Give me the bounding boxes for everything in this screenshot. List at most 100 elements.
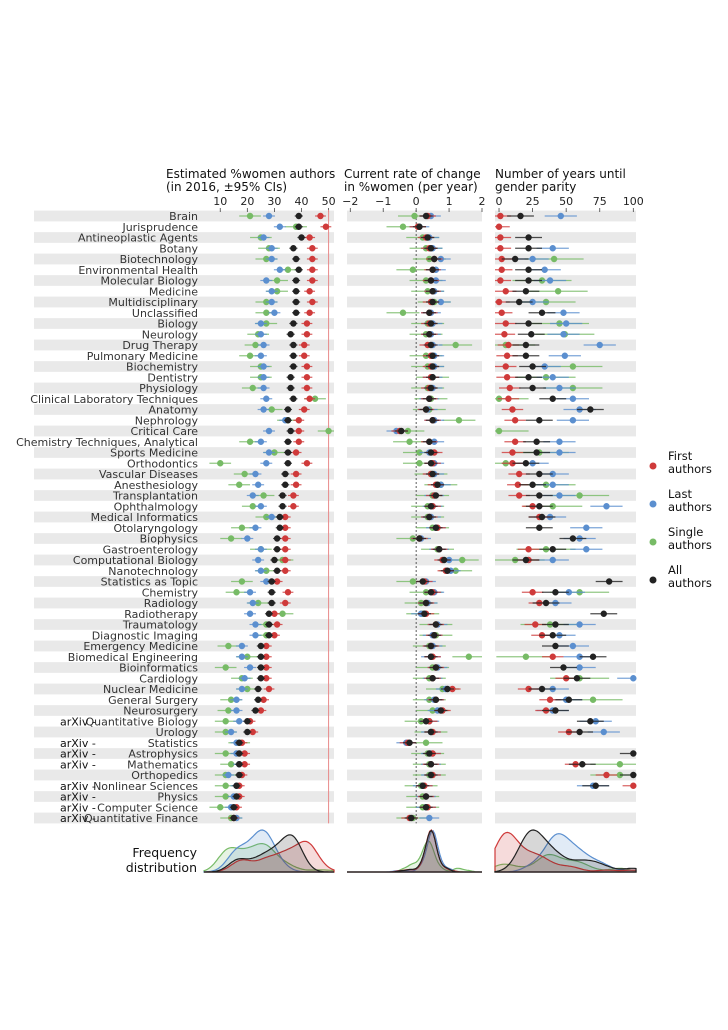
data-point [549,245,556,252]
data-point [497,277,504,284]
data-point [225,771,232,779]
data-point [511,417,519,424]
data-point [257,331,265,338]
data-point [536,470,543,478]
data-point [495,298,503,306]
data-point [260,696,267,703]
data-point [263,653,270,660]
data-point [429,352,436,359]
data-point [284,406,292,413]
row-band [34,619,334,630]
data-point [260,363,267,370]
row-label: Mathematics [127,758,198,771]
data-point [290,341,297,349]
data-point [437,707,445,714]
panel-title-line: gender parity [495,180,576,194]
data-point [292,298,300,306]
data-point [263,277,270,284]
row-label: General Surgery [108,694,198,707]
data-point [295,417,302,424]
row-band [34,791,334,802]
data-point [498,309,505,316]
row-label: Gastroenterology [103,543,199,556]
row-label: Biology [157,318,198,331]
row-label: Environmental Health [78,264,198,277]
data-point [222,782,229,789]
row-label: Anatomy [148,404,198,417]
data-point [427,653,435,660]
data-point [271,610,278,617]
row-label: Clinical Laboratory Techniques [30,393,198,406]
data-point [236,750,243,757]
data-point [426,395,433,402]
data-point [427,384,435,392]
data-point [429,288,436,295]
data-point [263,309,270,316]
data-point [241,675,248,682]
data-point [605,578,613,585]
data-point [263,675,270,682]
row-label: Statistics [148,737,199,750]
data-point [303,331,311,338]
tick-label: 0 [413,195,420,208]
data-point [301,406,308,413]
data-point [432,664,440,671]
data-point [282,470,289,478]
data-point [426,750,433,757]
row-label: Medical Informatics [91,511,199,524]
data-point [549,653,556,660]
data-point [260,406,267,413]
data-point [273,578,281,585]
row-band [34,447,334,458]
data-point [257,503,265,510]
data-point [325,427,332,435]
data-point [236,761,243,768]
data-point [514,481,522,488]
data-point [529,481,536,488]
data-point [284,589,292,596]
data-point [230,814,237,822]
data-point [227,535,235,542]
data-point [503,352,511,359]
data-point [536,524,543,531]
data-point [549,374,556,381]
row-label: Diagnostic Imaging [92,629,198,642]
data-point [298,234,305,241]
data-point [249,492,256,499]
data-point [495,427,503,435]
data-point [427,642,435,650]
row-prefix: arXiv - [60,737,96,750]
data-point [522,288,530,295]
data-point [529,363,536,370]
row-band [34,468,334,480]
legend-label: authors [668,462,712,476]
data-point [246,438,254,445]
data-point [282,556,289,564]
row-band [34,253,334,265]
data-point [252,341,259,349]
data-point [236,739,243,746]
row-band [34,597,334,609]
data-point [587,718,594,725]
row-label: Emergency Medicine [83,640,198,653]
data-point [552,707,559,714]
data-point [254,481,262,488]
legend-label: authors [668,538,712,552]
data-point [265,621,273,628]
panel-title-line: Estimated %women authors [166,167,335,181]
data-point [309,245,316,252]
row-band [34,425,334,437]
data-point [246,610,254,617]
tick-label: 20 [240,195,254,208]
data-point [230,804,237,811]
row-label: Orthopedics [131,769,198,782]
data-point [556,492,563,499]
data-point [550,255,558,263]
data-point [549,546,556,553]
row-label: Statistics as Topic [101,576,198,589]
data-point [254,556,262,564]
data-point [562,320,570,327]
data-point [260,374,267,381]
row-band [34,361,334,372]
distribution-curve [204,834,334,873]
